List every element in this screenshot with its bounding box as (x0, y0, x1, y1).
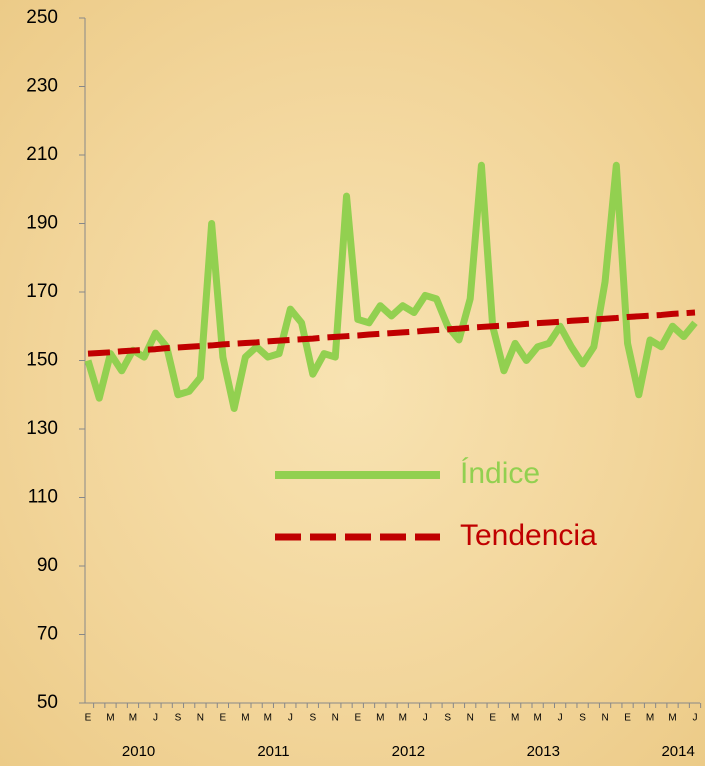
x-tick-label: E (354, 713, 361, 724)
y-tick-label: 130 (26, 418, 58, 439)
x-tick-label: M (399, 713, 407, 724)
y-tick-label: 70 (37, 624, 58, 645)
x-tick-label: J (288, 713, 293, 724)
x-tick-label: J (558, 713, 563, 724)
x-tick-label: M (511, 713, 519, 724)
x-tick-label: M (106, 713, 114, 724)
x-tick-label: J (153, 713, 158, 724)
x-group-label: 2013 (527, 743, 560, 760)
y-tick-label: 150 (26, 350, 58, 371)
y-tick-label: 50 (37, 692, 58, 713)
x-tick-label: S (309, 713, 316, 724)
y-tick-label: 190 (26, 213, 58, 234)
x-group-label: 2010 (122, 743, 155, 760)
x-tick-label: M (533, 713, 541, 724)
x-tick-label: M (646, 713, 654, 724)
series-line (87, 309, 696, 357)
x-group-label: 2011 (257, 743, 289, 760)
x-tick-label: E (85, 713, 92, 724)
x-tick-label: E (489, 713, 496, 724)
y-tick-label: 110 (28, 487, 58, 508)
x-tick-label: N (332, 713, 339, 724)
y-tick-label: 230 (26, 76, 58, 97)
series-line (84, 161, 698, 412)
x-tick-label: M (376, 713, 384, 724)
y-tick-label: 210 (26, 144, 58, 165)
legend-label: Tendencia (460, 519, 597, 552)
x-group-label: 2014 (661, 743, 694, 760)
x-tick-label: N (197, 713, 204, 724)
y-tick-label: 250 (26, 7, 58, 28)
x-tick-label: E (624, 713, 631, 724)
y-tick-label: 170 (26, 281, 58, 302)
x-tick-label: E (220, 713, 227, 724)
x-tick-label: S (444, 713, 451, 724)
x-tick-label: S (175, 713, 182, 724)
x-tick-label: M (129, 713, 137, 724)
x-tick-label: M (241, 713, 249, 724)
x-tick-label: J (693, 713, 698, 724)
legend-label: Índice (460, 457, 540, 490)
x-tick-label: N (601, 713, 608, 724)
x-tick-label: M (668, 713, 676, 724)
x-tick-label: M (264, 713, 272, 724)
x-group-label: 2012 (392, 743, 425, 760)
x-tick-label: J (423, 713, 428, 724)
y-tick-label: 90 (37, 555, 58, 576)
x-tick-label: S (579, 713, 586, 724)
x-tick-label: N (467, 713, 474, 724)
